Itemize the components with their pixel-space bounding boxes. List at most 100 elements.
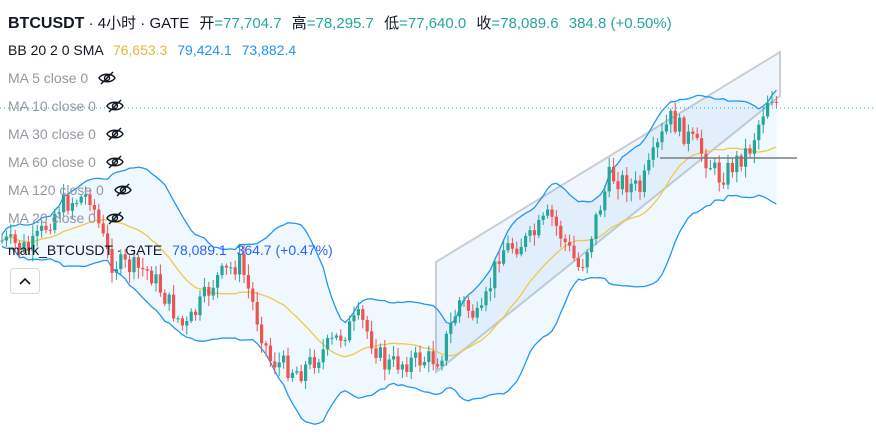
candle xyxy=(572,235,576,262)
candle xyxy=(317,358,321,374)
candle xyxy=(136,254,140,279)
candle xyxy=(440,355,444,371)
candle xyxy=(466,296,470,318)
candle xyxy=(163,289,167,307)
candle xyxy=(563,234,567,252)
bb-legend[interactable]: BB 20 2 0 SMA 76,653.3 79,424.1 73,882.4 xyxy=(8,42,296,58)
candle xyxy=(480,297,484,311)
mark-price-legend[interactable]: mark_BTCUSDT · GATE 78,089.1 364.7 (+0.4… xyxy=(8,242,333,258)
ma-legend-row[interactable]: MA 5 close 0 xyxy=(8,70,116,86)
symbol-name[interactable]: BTCUSDT xyxy=(8,15,85,32)
candle xyxy=(277,352,281,376)
candle xyxy=(326,334,330,356)
candle xyxy=(427,345,431,373)
candle xyxy=(436,358,440,369)
interval[interactable]: 4小时 xyxy=(97,15,137,32)
candle xyxy=(312,349,316,374)
candle xyxy=(506,235,510,253)
candle xyxy=(484,286,488,312)
candle xyxy=(378,343,382,362)
candle xyxy=(229,261,233,275)
candle xyxy=(145,266,149,280)
candle xyxy=(761,107,765,134)
candle xyxy=(246,264,250,299)
candle xyxy=(598,205,602,217)
candle xyxy=(625,167,629,203)
candle xyxy=(493,259,497,298)
candle xyxy=(422,356,426,369)
candle xyxy=(128,255,132,283)
candle xyxy=(308,348,312,370)
candle xyxy=(53,208,57,234)
ma-legend-row[interactable]: MA 120 close 0 xyxy=(8,182,132,198)
ma-label: MA 30 close 0 xyxy=(8,126,96,142)
ma-legend-row[interactable]: MA 20 close 0 xyxy=(8,210,124,226)
candle xyxy=(172,285,176,322)
eye-crossed-icon[interactable] xyxy=(98,71,116,85)
candle xyxy=(475,301,479,324)
candle xyxy=(150,266,154,286)
candle xyxy=(774,96,778,109)
candlesticks xyxy=(0,91,778,389)
candle xyxy=(4,230,8,247)
candle xyxy=(708,159,712,171)
ma-label: MA 10 close 0 xyxy=(8,98,96,114)
candle xyxy=(66,188,70,215)
candle xyxy=(224,263,228,275)
eye-crossed-icon[interactable] xyxy=(106,127,124,141)
candle xyxy=(114,261,118,280)
candle xyxy=(757,120,761,150)
candle xyxy=(282,350,286,369)
candle xyxy=(88,189,92,211)
eye-crossed-icon[interactable] xyxy=(106,99,124,113)
candle xyxy=(286,347,290,382)
candle xyxy=(176,315,180,323)
ma-legend-row[interactable]: MA 60 close 0 xyxy=(8,154,124,170)
candle xyxy=(458,296,462,323)
ma-legend-row[interactable]: MA 30 close 0 xyxy=(8,126,124,142)
candle xyxy=(647,153,651,175)
candle xyxy=(488,277,492,302)
candle xyxy=(154,266,158,292)
candle xyxy=(321,339,325,370)
candle xyxy=(356,302,360,320)
eye-crossed-icon[interactable] xyxy=(106,155,124,169)
candle xyxy=(334,333,338,341)
candle xyxy=(678,114,682,137)
candle xyxy=(79,194,83,206)
candle xyxy=(528,225,532,243)
ma-legend-row[interactable]: MA 10 close 0 xyxy=(8,98,124,114)
eye-crossed-icon[interactable] xyxy=(113,183,132,197)
candle xyxy=(660,123,664,150)
candle xyxy=(194,308,198,321)
bb-lower-value: 73,882.4 xyxy=(241,42,297,58)
candle xyxy=(101,214,105,237)
collapse-legend-button[interactable] xyxy=(10,268,40,294)
candle xyxy=(510,237,514,254)
candle xyxy=(97,203,101,228)
open-label: 开 xyxy=(199,15,215,32)
candle xyxy=(532,223,536,246)
low-value: =77,640.0 xyxy=(399,15,467,32)
candle xyxy=(264,340,268,357)
candle xyxy=(242,243,246,284)
candle xyxy=(400,361,404,378)
candle xyxy=(642,164,646,198)
ma-label: MA 20 close 0 xyxy=(8,210,96,226)
candle xyxy=(629,178,633,202)
candle xyxy=(189,308,193,324)
eye-crossed-icon[interactable] xyxy=(106,211,124,225)
candle xyxy=(273,352,277,374)
candle xyxy=(620,170,624,195)
candle xyxy=(585,249,589,274)
candle xyxy=(383,340,387,381)
mark-label: mark_BTCUSDT · GATE xyxy=(8,242,163,258)
bb-basis-value: 76,653.3 xyxy=(112,42,168,58)
candle xyxy=(220,263,224,279)
candle xyxy=(594,212,598,245)
candle xyxy=(84,186,88,205)
candle xyxy=(18,240,22,257)
candle xyxy=(519,238,523,257)
